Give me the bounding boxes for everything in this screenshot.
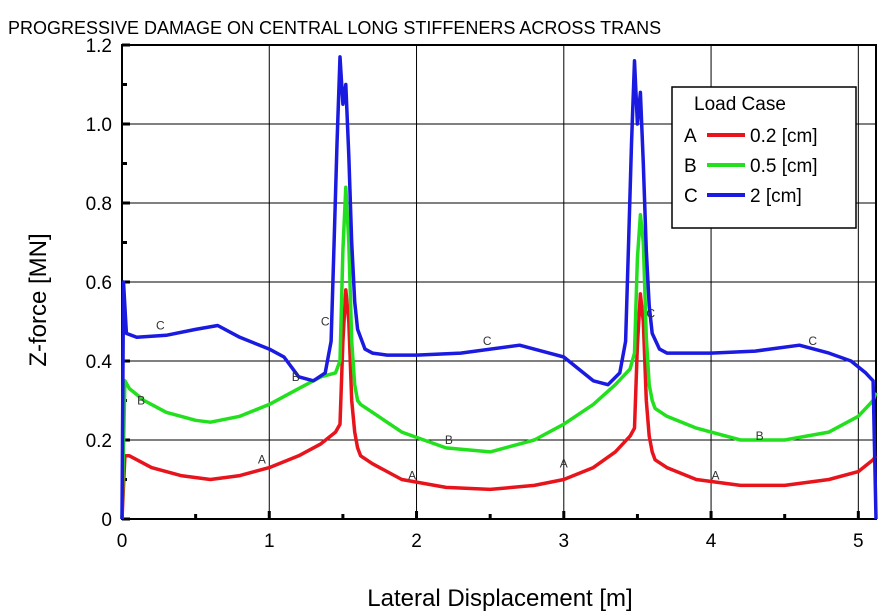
legend-box: [671, 86, 857, 229]
legend-label: 0.5 [cm]: [750, 156, 818, 177]
series-line-c: [120, 55, 878, 520]
y-tick-label: 1.2: [86, 36, 112, 57]
curve-label-a: A: [408, 469, 416, 483]
x-tick-label: 3: [559, 531, 570, 552]
x-axis-label: Lateral Displacement [m]: [367, 585, 632, 612]
legend-label: 0.2 [cm]: [750, 126, 818, 147]
series-line-a: [120, 288, 878, 520]
x-tick-label: 0: [117, 531, 128, 552]
y-tick-label: 0.8: [86, 194, 112, 215]
curve-label-a: A: [560, 457, 568, 471]
curve-label-b: B: [292, 370, 300, 384]
y-axis-label: Z-force [MN]: [25, 233, 52, 366]
chart-title: PROGRESSIVE DAMAGE ON CENTRAL LONG STIFF…: [8, 18, 661, 38]
y-tick-label: 0.6: [86, 273, 112, 294]
x-tick-label: 1: [264, 531, 275, 552]
curve-label-a: A: [258, 453, 266, 467]
curve-label-c: C: [646, 307, 655, 321]
curve-label-c: C: [808, 334, 817, 348]
legend-letter: C: [684, 186, 698, 207]
y-tick-label: 0.4: [86, 352, 113, 373]
x-tick-label: 4: [706, 531, 717, 552]
y-tick-label: 0: [101, 510, 112, 531]
curve-label-c: C: [483, 334, 492, 348]
y-tick-label: 1.0: [86, 115, 112, 136]
x-tick-label: 5: [853, 531, 864, 552]
series-group: [120, 55, 878, 520]
legend-title: Load Case: [694, 94, 786, 115]
legend-letter: B: [684, 156, 697, 177]
curve-label-b: B: [756, 429, 764, 443]
legend-label: 2 [cm]: [750, 186, 802, 207]
curve-label-b: B: [137, 393, 145, 407]
curve-label-c: C: [321, 314, 330, 328]
curve-label-b: B: [445, 433, 453, 447]
curve-label-a: A: [711, 469, 719, 483]
x-tick-label: 2: [411, 531, 422, 552]
series-line-b: [120, 185, 878, 520]
legend: Load Case A 0.2 [cm] B 0.5 [cm] C 2 [cm]: [671, 86, 857, 229]
y-tick-label: 0.2: [86, 431, 112, 452]
curve-label-c: C: [156, 318, 165, 332]
curve-labels: A A A A B B B B C C C C C: [137, 307, 817, 483]
legend-letter: A: [684, 126, 697, 147]
legend-entries: A 0.2 [cm] B 0.5 [cm] C 2 [cm]: [684, 126, 818, 207]
